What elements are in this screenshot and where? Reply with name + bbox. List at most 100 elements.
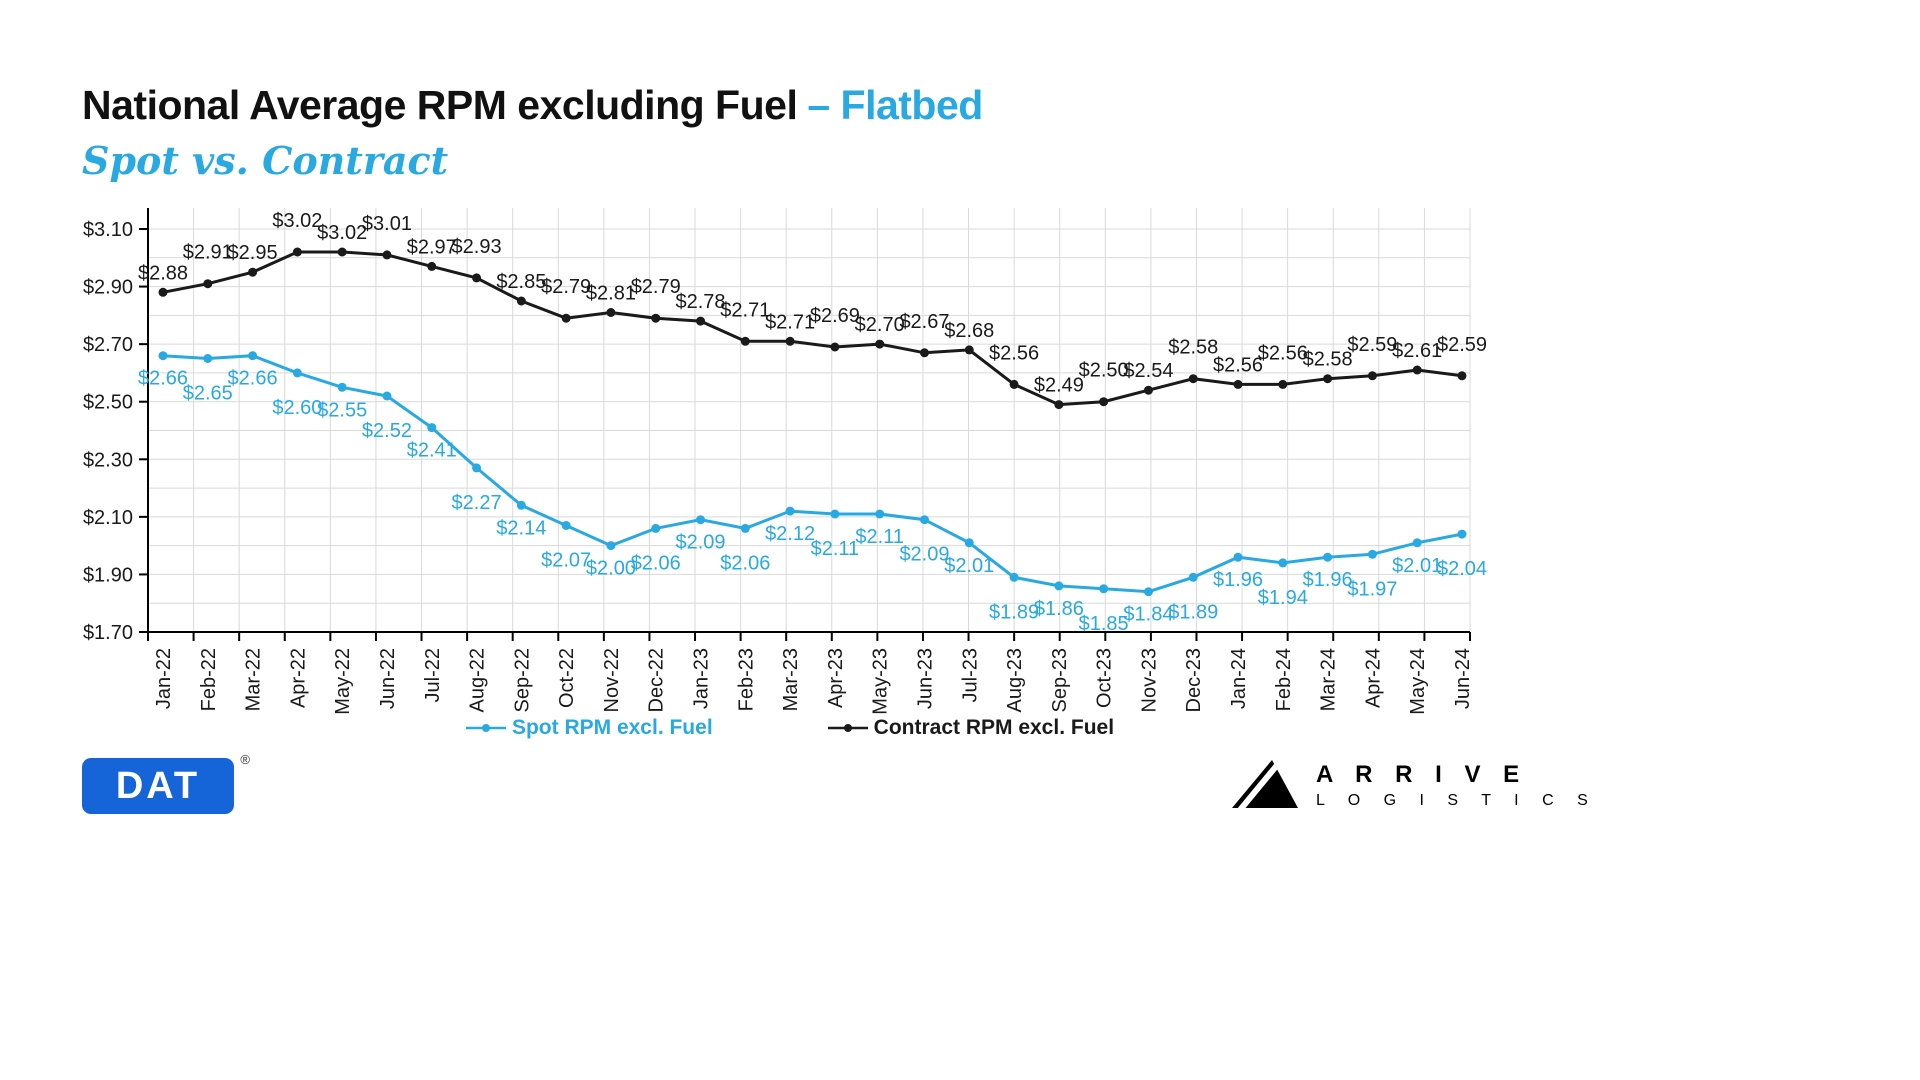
svg-text:Feb-23: Feb-23 [735, 648, 757, 711]
svg-text:May-22: May-22 [332, 648, 354, 715]
legend-item-spot: Spot RPM excl. Fuel [465, 716, 713, 740]
svg-text:$2.71: $2.71 [765, 311, 815, 333]
svg-text:Feb-24: Feb-24 [1273, 648, 1295, 711]
svg-text:$2.11: $2.11 [811, 538, 860, 560]
svg-text:$2.12: $2.12 [765, 523, 815, 545]
dat-logo-text: DAT [115, 764, 201, 807]
registered-mark-icon: ® [240, 752, 250, 767]
svg-text:$2.91: $2.91 [183, 242, 233, 264]
page-title-highlight: – Flatbed [807, 82, 983, 128]
legend-label-spot: Spot RPM excl. Fuel [511, 716, 713, 739]
svg-text:$2.00: $2.00 [586, 558, 636, 580]
svg-text:$2.52: $2.52 [362, 420, 412, 442]
svg-text:$1.86: $1.86 [1034, 598, 1084, 620]
svg-text:Nov-22: Nov-22 [601, 648, 623, 712]
svg-text:$2.58: $2.58 [1303, 349, 1353, 371]
chart-legend: Spot RPM excl. Fuel Contract RPM excl. F… [80, 716, 1500, 740]
svg-text:Feb-22: Feb-22 [198, 648, 220, 711]
svg-text:$2.61: $2.61 [1392, 340, 1442, 362]
svg-text:Sep-23: Sep-23 [1049, 648, 1071, 713]
svg-text:Jan-24: Jan-24 [1228, 648, 1250, 709]
svg-text:$2.81: $2.81 [586, 283, 636, 305]
arrive-logo-line1: A R R I V E [1316, 760, 1528, 788]
svg-text:Jun-22: Jun-22 [377, 648, 399, 709]
svg-text:$2.66: $2.66 [138, 368, 188, 390]
svg-text:$3.10: $3.10 [83, 219, 133, 241]
svg-text:Apr-22: Apr-22 [287, 648, 309, 708]
svg-text:$2.68: $2.68 [944, 320, 994, 342]
rpm-line-chart: $3.10 $2.90 $2.70 $2.50 $2.30 $2.10 $1.90 $1.70… [83, 208, 1487, 715]
svg-text:$2.59: $2.59 [1437, 334, 1487, 356]
svg-text:Oct-23: Oct-23 [1094, 648, 1116, 708]
svg-text:$2.97: $2.97 [407, 236, 457, 258]
svg-text:$1.89: $1.89 [989, 601, 1039, 623]
svg-text:$2.88: $2.88 [138, 262, 188, 284]
svg-text:$2.56: $2.56 [1258, 342, 1308, 364]
svg-text:$1.89: $1.89 [1168, 601, 1218, 623]
svg-text:Dec-22: Dec-22 [646, 648, 668, 712]
svg-text:$2.49: $2.49 [1034, 375, 1084, 397]
svg-text:$2.65: $2.65 [183, 383, 233, 405]
svg-text:May-24: May-24 [1407, 648, 1429, 715]
svg-text:$1.97: $1.97 [1347, 578, 1397, 600]
svg-text:$2.27: $2.27 [452, 492, 502, 514]
arrive-logistics-logo: A R R I V E L O G I S T I C S [1232, 760, 1597, 810]
svg-text:$1.96: $1.96 [1303, 569, 1353, 591]
svg-text:$2.56: $2.56 [989, 342, 1039, 364]
svg-text:Apr-24: Apr-24 [1362, 648, 1384, 708]
svg-text:Jul-23: Jul-23 [959, 648, 981, 702]
svg-text:$2.78: $2.78 [675, 291, 725, 313]
svg-text:$2.93: $2.93 [452, 236, 502, 258]
svg-text:$2.58: $2.58 [1168, 337, 1218, 359]
svg-text:$1.96: $1.96 [1213, 569, 1263, 591]
svg-text:Jun-24: Jun-24 [1452, 648, 1474, 709]
svg-text:$2.07: $2.07 [541, 550, 591, 572]
svg-text:$2.55: $2.55 [317, 399, 367, 421]
svg-text:$1.70: $1.70 [83, 622, 133, 644]
svg-text:Oct-22: Oct-22 [556, 648, 578, 708]
svg-text:$3.02: $3.02 [317, 222, 367, 244]
svg-text:$2.06: $2.06 [631, 552, 681, 574]
svg-text:$2.10: $2.10 [83, 507, 133, 529]
svg-text:$2.50: $2.50 [1079, 360, 1129, 382]
svg-text:$3.01: $3.01 [362, 213, 412, 235]
svg-text:$2.79: $2.79 [541, 276, 591, 298]
svg-text:Jan-22: Jan-22 [153, 648, 175, 709]
svg-text:May-23: May-23 [870, 648, 892, 715]
svg-text:$2.85: $2.85 [496, 271, 546, 293]
svg-text:Jun-23: Jun-23 [914, 648, 936, 709]
spot-line-marker-icon [465, 724, 506, 732]
svg-text:$2.56: $2.56 [1213, 354, 1263, 376]
svg-text:$1.84: $1.84 [1123, 604, 1173, 626]
page-subtitle: Spot vs. Contract [82, 138, 449, 183]
dat-logo: DAT ® [82, 752, 250, 814]
svg-text:$1.85: $1.85 [1079, 613, 1129, 635]
svg-text:$2.09: $2.09 [675, 532, 725, 554]
arrive-triangle-icon [1232, 760, 1298, 810]
svg-text:$2.54: $2.54 [1123, 360, 1173, 382]
svg-text:$1.94: $1.94 [1258, 587, 1308, 609]
arrive-logo-text: A R R I V E L O G I S T I C S [1316, 761, 1597, 810]
svg-text:$2.01: $2.01 [1392, 555, 1442, 577]
legend-label-contract: Contract RPM excl. Fuel [873, 716, 1115, 739]
svg-text:Aug-23: Aug-23 [1004, 648, 1026, 713]
svg-text:$2.11: $2.11 [855, 526, 904, 548]
svg-text:$2.30: $2.30 [83, 449, 133, 471]
svg-text:Dec-23: Dec-23 [1183, 648, 1205, 712]
svg-text:$2.14: $2.14 [496, 517, 546, 539]
svg-text:Sep-22: Sep-22 [511, 648, 533, 713]
arrive-logo-line2: L O G I S T I C S [1316, 791, 1598, 809]
svg-text:$2.50: $2.50 [83, 392, 133, 414]
svg-text:$2.66: $2.66 [228, 368, 278, 390]
svg-text:$2.59: $2.59 [1347, 334, 1397, 356]
svg-text:$2.90: $2.90 [83, 277, 133, 299]
contract-line-marker-icon [827, 724, 868, 732]
svg-text:$2.60: $2.60 [272, 397, 322, 419]
legend-item-contract: Contract RPM excl. Fuel [827, 716, 1115, 740]
page-title-main: National Average RPM excluding Fuel [82, 82, 798, 128]
svg-text:Mar-23: Mar-23 [780, 648, 802, 711]
svg-text:Mar-24: Mar-24 [1318, 648, 1340, 711]
svg-text:$2.95: $2.95 [228, 242, 278, 264]
svg-text:$2.41: $2.41 [407, 440, 457, 462]
